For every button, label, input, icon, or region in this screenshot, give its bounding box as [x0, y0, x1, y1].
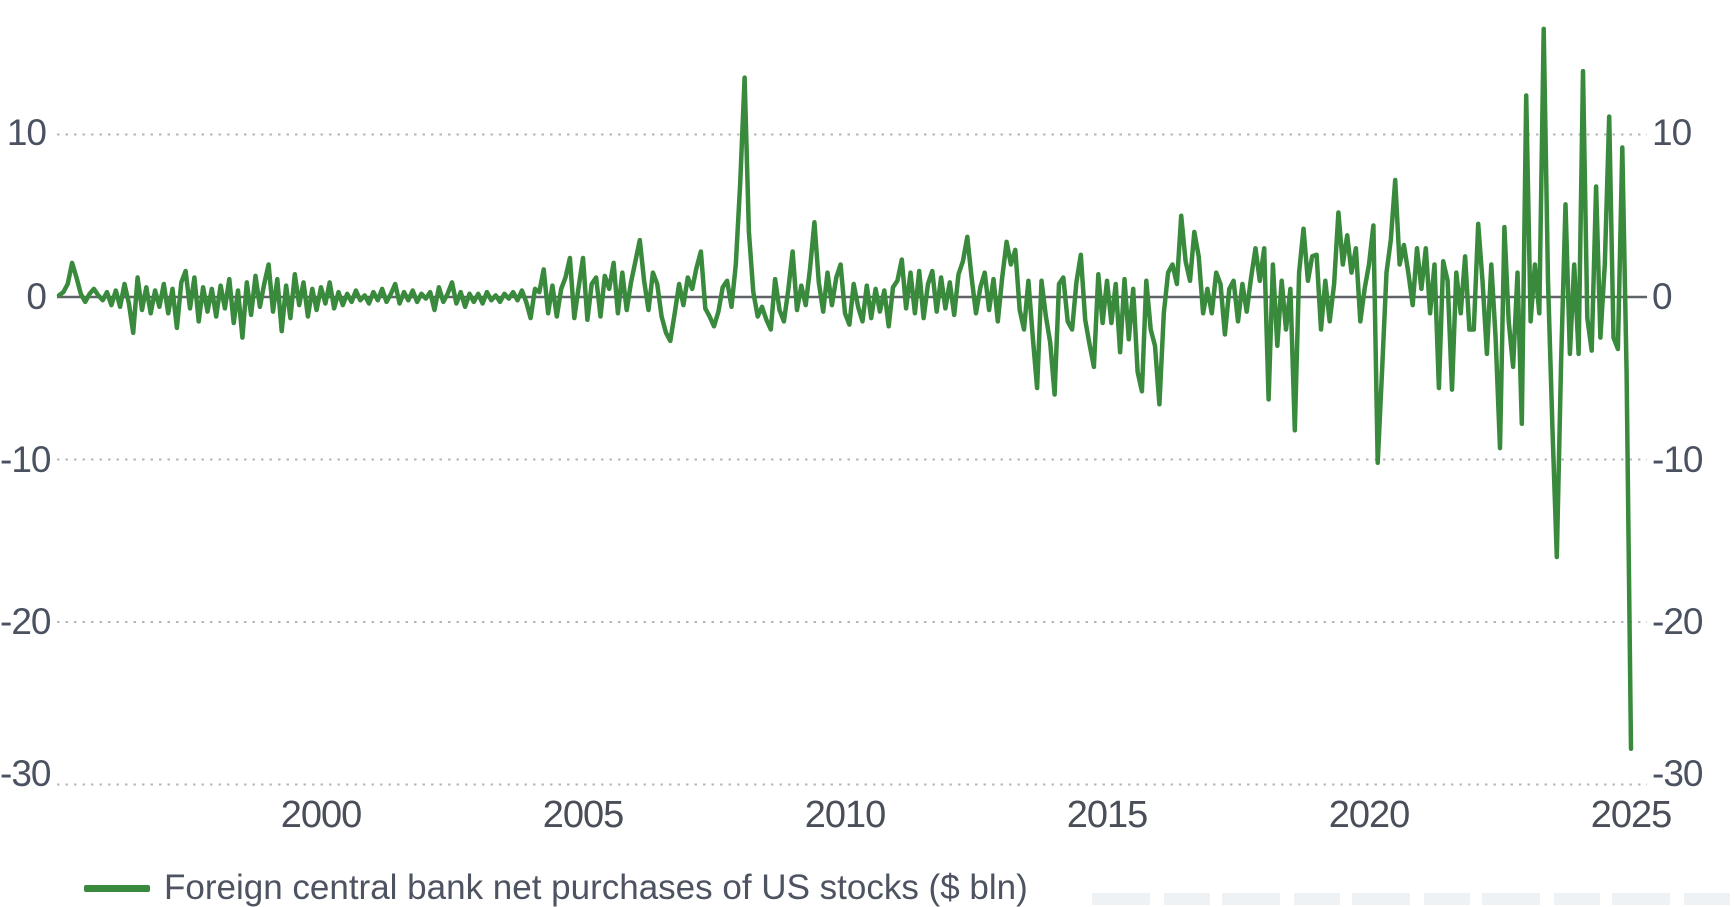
y-axis-label-right-10: 10	[1652, 112, 1692, 153]
x-axis-label-2000: 2000	[280, 794, 363, 836]
x-axis-label-2025: 2025	[1590, 794, 1673, 836]
y-axis-label-left--10: -10	[0, 439, 51, 480]
x-axis-label-2005: 2005	[542, 794, 625, 836]
y-axis-label-right--10: -10	[1652, 439, 1703, 480]
watermark-strip	[1092, 893, 1732, 905]
y-axis-label-left-10: 10	[6, 112, 47, 153]
x-axis-label-2010: 2010	[804, 794, 887, 836]
series-line	[56, 26, 1634, 752]
x-axis-label-2015: 2015	[1066, 794, 1149, 836]
y-axis-label-left--20: -20	[0, 601, 51, 642]
y-axis-label-right--30: -30	[1652, 753, 1703, 794]
legend-label: Foreign central bank net purchases of US…	[164, 868, 1028, 907]
y-axis-label-left-0: 0	[26, 276, 47, 317]
y-axis-label-right--20: -20	[1652, 601, 1703, 642]
legend: Foreign central bank net purchases of US…	[84, 866, 1028, 907]
y-axis-label-left--30: -30	[0, 753, 51, 794]
y-axis-label-right-0: 0	[1652, 276, 1673, 317]
legend-swatch	[84, 884, 150, 892]
x-axis-label-2020: 2020	[1328, 794, 1411, 836]
